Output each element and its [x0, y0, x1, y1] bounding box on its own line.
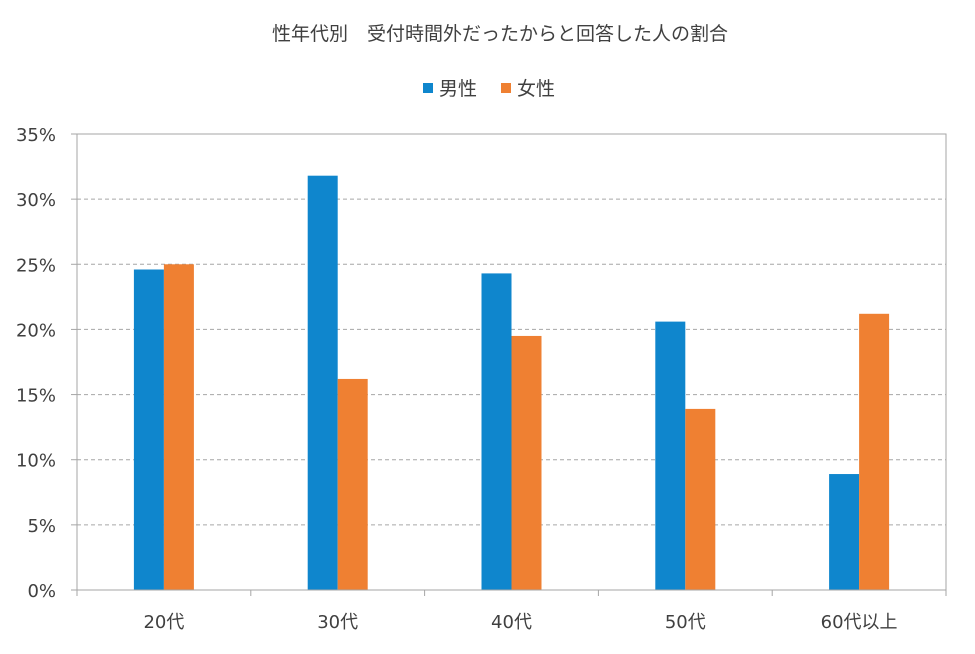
bar — [337, 378, 368, 590]
y-axis-tick-label: 15% — [16, 386, 56, 407]
bar — [133, 269, 164, 590]
legend: 男性 女性 — [423, 78, 555, 100]
bar — [859, 313, 890, 590]
y-axis-tick-label: 35% — [16, 125, 56, 146]
y-axis-tick-label: 10% — [16, 451, 56, 472]
x-axis-category-label: 30代 — [317, 612, 358, 633]
plot-area-border — [76, 133, 947, 591]
y-axis-tick-label: 30% — [16, 190, 56, 211]
x-axis-category-label: 40代 — [491, 612, 532, 633]
bar — [163, 264, 194, 590]
legend-label: 女性 — [517, 78, 555, 100]
bar — [481, 273, 512, 590]
x-axis-category-label: 60代以上 — [821, 612, 898, 633]
legend-swatch — [501, 83, 511, 93]
x-axis-category-labels: 20代 30代 40代 50代 60代以上 — [143, 612, 897, 633]
x-axis-category-label: 20代 — [143, 612, 184, 633]
bar — [829, 474, 860, 590]
bar — [511, 335, 542, 590]
x-axis-category-label: 50代 — [665, 612, 706, 633]
y-axis-tick-label: 5% — [27, 516, 56, 537]
legend-swatch — [423, 83, 433, 93]
y-axis-tick-label: 20% — [16, 320, 56, 341]
legend-label: 男性 — [439, 78, 477, 100]
bars — [133, 175, 890, 591]
chart-title: 性年代別 受付時間外だったからと回答した人の割合 — [272, 23, 728, 45]
y-axis-tick-labels: 0% 5% 10% 15% 20% 25% 30% 35% — [16, 125, 56, 602]
bar — [655, 321, 686, 590]
y-axis-tick-label: 0% — [27, 581, 56, 602]
bar — [685, 408, 716, 590]
y-axis-tick-label: 25% — [16, 255, 56, 276]
bar — [307, 175, 338, 591]
axes — [71, 133, 947, 596]
